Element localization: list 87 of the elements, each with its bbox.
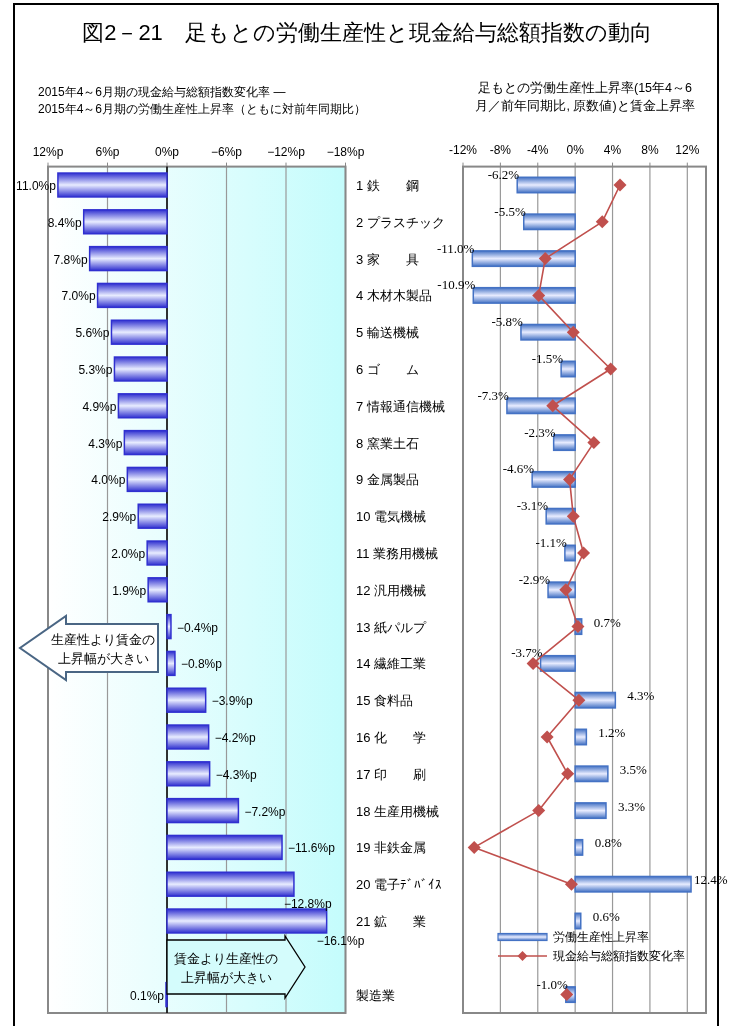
y-tick-label: 11 業務用機械 bbox=[356, 546, 439, 561]
x-tick-label: −6%p bbox=[210, 145, 243, 159]
data-label: 0.8% bbox=[594, 835, 622, 851]
data-label: -1.5% bbox=[531, 351, 564, 366]
x-tick-label: -4% bbox=[527, 143, 549, 157]
data-label: 8.4%p bbox=[47, 215, 83, 230]
data-label: 1.2% bbox=[598, 725, 626, 740]
arrow: 生産性より賃金の上昇幅が大きい bbox=[18, 614, 159, 682]
data-label: 7.8%p bbox=[53, 252, 88, 267]
data-label: 0.1%p bbox=[129, 988, 165, 1003]
data-label: 2.9%p bbox=[102, 510, 137, 525]
data-label: 2.0%p bbox=[111, 547, 146, 561]
data-label: −7.2%p bbox=[244, 804, 286, 819]
y-tick-label: 2 プラスチック bbox=[356, 214, 445, 230]
annotation: 賃金より生産性の上昇幅が大きい bbox=[174, 951, 278, 985]
y-tick-label: 3 家 具 bbox=[356, 251, 419, 267]
y-tick-label: 5 輸送機械 bbox=[356, 325, 419, 341]
data-label: -5.8% bbox=[491, 314, 524, 330]
x-tick-label: -8% bbox=[489, 143, 512, 157]
x-tick-label: 4% bbox=[603, 143, 622, 157]
data-label: 4.3% bbox=[627, 688, 655, 704]
data-label: 1.9%p bbox=[112, 583, 147, 598]
data-label: 5.6%p bbox=[75, 326, 110, 341]
y-tick-label: 21 鉱 業 bbox=[356, 914, 427, 929]
data-label: −0.4%p bbox=[176, 620, 219, 635]
y-tick-label: 1 鉄 鋼 bbox=[356, 178, 419, 193]
data-label: 4.0%p bbox=[91, 473, 126, 488]
data-label: 4.3%p bbox=[88, 436, 123, 451]
chart-title: 足もとの労働生産性上昇率(15年4～6 月／前年同期比, 原数値)と賃金上昇率 bbox=[475, 80, 695, 113]
data-label: 3.5% bbox=[619, 761, 648, 777]
data-label: −3.9%p bbox=[211, 694, 254, 709]
x-tick-label: -12% bbox=[448, 143, 478, 157]
data-label: 7.0%p bbox=[61, 289, 96, 304]
data-label: -5.5% bbox=[494, 203, 526, 219]
y-tick-label: 8 窯業土石 bbox=[356, 435, 419, 451]
data-label: -3.7% bbox=[511, 645, 543, 661]
x-tick-label: 0%p bbox=[154, 145, 180, 159]
x-tick-label: 12%p bbox=[32, 145, 64, 159]
y-tick-label: 12 汎用機械 bbox=[356, 582, 427, 598]
data-label: -2.3% bbox=[524, 424, 556, 440]
data-label: −4.3%p bbox=[215, 767, 257, 782]
data-label: 0.7% bbox=[593, 614, 621, 630]
data-label: 3.3% bbox=[618, 798, 646, 814]
chart-subtitle: 2015年4～6月期の現金給与総額指数変化率 ― 2015年4～6月期の労働生産性上昇率（ともに対前年同期比） bbox=[38, 85, 367, 116]
x-tick-label: 8% bbox=[641, 143, 659, 157]
y-tick-label: 13 紙パルプ bbox=[356, 619, 428, 635]
data-label: -10.9% bbox=[437, 277, 476, 293]
data-label: -4.6% bbox=[502, 461, 535, 477]
y-tick-label: 4 木材木製品 bbox=[356, 288, 432, 304]
legend-label: 労働生産性上昇率 bbox=[553, 930, 649, 943]
data-label: −4.2%p bbox=[214, 731, 257, 745]
legend-label: 現金給与総額指数変化率 bbox=[553, 949, 685, 962]
y-tick-label: 10 電気機械 bbox=[356, 509, 427, 525]
y-tick-label: 14 繊維工業 bbox=[356, 656, 427, 672]
annotation: 生産性より賃金の上昇幅が大きい bbox=[51, 632, 155, 666]
y-tick-label: 16 化 学 bbox=[356, 730, 427, 745]
data-label: -3.1% bbox=[516, 498, 549, 514]
chart-title: 図2－21 足もとの労働生産性と現金給与総額指数の動向 bbox=[82, 20, 652, 45]
data-label: 4.9%p bbox=[82, 399, 117, 414]
data-label: −12.8%p bbox=[283, 897, 332, 912]
y-tick-label: 製造業 bbox=[356, 987, 395, 1003]
data-label: -7.3% bbox=[477, 387, 510, 403]
x-tick-label: −18%p bbox=[326, 145, 365, 159]
y-tick-label: 19 非鉄金属 bbox=[356, 840, 427, 856]
data-label: -1.1% bbox=[535, 535, 568, 550]
data-label: −16.1%p bbox=[316, 933, 365, 948]
y-tick-label: 18 生産用機械 bbox=[356, 803, 440, 819]
x-tick-label: 0% bbox=[566, 143, 585, 157]
y-tick-label: 7 情報通信機械 bbox=[356, 398, 445, 414]
x-tick-label: 12% bbox=[675, 143, 700, 157]
data-label: −0.8%p bbox=[180, 657, 223, 672]
data-label: -2.9% bbox=[518, 571, 551, 587]
data-label: 0.6% bbox=[592, 909, 621, 924]
y-tick-label: 15 食料品 bbox=[356, 693, 414, 709]
data-label: -6.2% bbox=[487, 167, 520, 182]
arrow: 賃金より生産性の上昇幅が大きい bbox=[166, 933, 306, 1001]
x-tick-label: 6%p bbox=[95, 145, 120, 159]
data-label: -1.0% bbox=[536, 976, 568, 992]
data-label: -11.0% bbox=[436, 240, 475, 256]
y-tick-label: 6 ゴ ム bbox=[356, 362, 419, 377]
data-label: −11.6%p bbox=[288, 841, 336, 856]
data-label: 5.3%p bbox=[78, 363, 113, 377]
x-tick-label: −12%p bbox=[267, 145, 306, 159]
y-tick-label: 17 印 刷 bbox=[356, 766, 427, 782]
y-tick-label: 20 電子ﾃﾞﾊﾞｲｽ bbox=[356, 877, 443, 893]
y-tick-label: 9 金属製品 bbox=[356, 472, 419, 488]
data-label: 11.0%p bbox=[16, 179, 57, 193]
